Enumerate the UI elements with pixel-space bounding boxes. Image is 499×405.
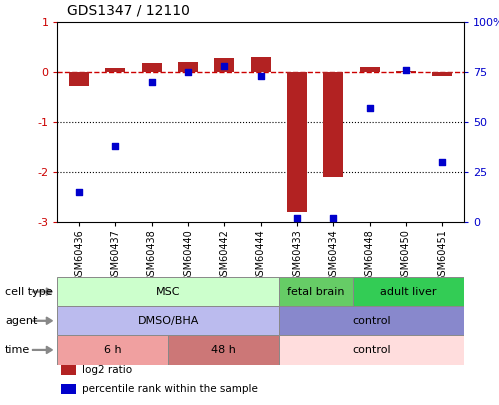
Point xyxy=(111,143,119,149)
Bar xyxy=(105,68,125,72)
Bar xyxy=(168,335,279,364)
Point xyxy=(75,189,83,196)
Bar xyxy=(142,63,162,72)
Point xyxy=(402,67,410,74)
Point xyxy=(256,73,264,79)
Bar xyxy=(69,72,89,86)
Bar xyxy=(432,72,452,76)
Bar xyxy=(178,62,198,72)
Text: GDS1347 / 12110: GDS1347 / 12110 xyxy=(67,3,190,17)
Bar xyxy=(61,384,76,394)
Bar xyxy=(57,277,279,306)
Bar xyxy=(279,277,353,306)
Text: DMSO/BHA: DMSO/BHA xyxy=(138,316,199,326)
Point xyxy=(293,215,301,222)
Text: cell type: cell type xyxy=(5,287,52,296)
Bar xyxy=(287,72,307,212)
Bar xyxy=(353,277,464,306)
Bar xyxy=(250,57,271,72)
Bar xyxy=(279,306,464,335)
Text: 6 h: 6 h xyxy=(104,345,122,355)
Text: log2 ratio: log2 ratio xyxy=(82,365,132,375)
Text: adult liver: adult liver xyxy=(380,287,437,296)
Point xyxy=(221,63,229,70)
Text: MSC: MSC xyxy=(156,287,181,296)
Bar xyxy=(279,335,464,364)
Bar xyxy=(61,365,76,375)
Point xyxy=(438,159,446,166)
Bar xyxy=(323,72,343,177)
Text: 48 h: 48 h xyxy=(211,345,236,355)
Text: control: control xyxy=(352,345,391,355)
Text: agent: agent xyxy=(5,316,37,326)
Bar xyxy=(360,67,380,72)
Bar xyxy=(396,71,416,72)
Text: control: control xyxy=(352,316,391,326)
Text: time: time xyxy=(5,345,30,355)
Text: fetal brain: fetal brain xyxy=(287,287,345,296)
Point xyxy=(148,79,156,85)
Point xyxy=(184,69,192,76)
Text: percentile rank within the sample: percentile rank within the sample xyxy=(82,384,257,394)
Bar xyxy=(57,335,168,364)
Bar xyxy=(57,306,279,335)
Point xyxy=(366,105,374,111)
Point xyxy=(329,215,337,222)
Bar xyxy=(215,58,235,72)
